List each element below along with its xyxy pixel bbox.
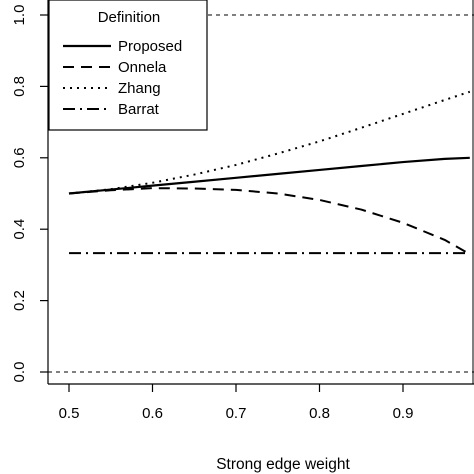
x-tick-label: 0.6: [142, 405, 163, 422]
y-tick-label: 0.4: [11, 219, 28, 240]
legend: Definition Proposed Onnela Zhang Barrat: [48, 0, 208, 131]
legend-label-zhang: Zhang: [118, 80, 161, 97]
series-line-zhang: [68, 90, 471, 195]
legend-items: Proposed Onnela Zhang Barrat: [63, 38, 182, 118]
legend-title: Definition: [98, 9, 161, 26]
legend-box: [48, 0, 208, 131]
series-layer: [68, 90, 471, 256]
y-tick-label: 0.8: [11, 76, 28, 97]
y-tick-label: 1.0: [11, 5, 28, 26]
reference-lines: [48, 14, 474, 373]
legend-label-proposed: Proposed: [118, 38, 182, 55]
y-tick-label: 0.6: [11, 147, 28, 168]
y-tick-label: 0.2: [11, 290, 28, 311]
x-tick-label: 0.8: [309, 405, 330, 422]
x-tick-label: 0.9: [393, 405, 414, 422]
y-tick-label: 0.0: [11, 362, 28, 383]
x-tick-label: 0.5: [59, 405, 80, 422]
y-axis-ticks: 0.0 0.2 0.4 0.6 0.8 1.0: [11, 5, 48, 383]
legend-label-barrat: Barrat: [118, 101, 160, 118]
x-axis-ticks: 0.5 0.6 0.7 0.8 0.9: [59, 384, 414, 422]
legend-label-onnela: Onnela: [118, 59, 167, 76]
x-axis-title: Strong edge weight: [216, 456, 350, 473]
x-tick-label: 0.7: [226, 405, 247, 422]
series-line-proposed: [68, 156, 470, 195]
series-line-onnela: [68, 187, 471, 256]
axes-layer: 0.5 0.6 0.7 0.8 0.9 0.0 0.2 0.4 0.6 0.8 1.0 Stron…: [11, 0, 474, 473]
